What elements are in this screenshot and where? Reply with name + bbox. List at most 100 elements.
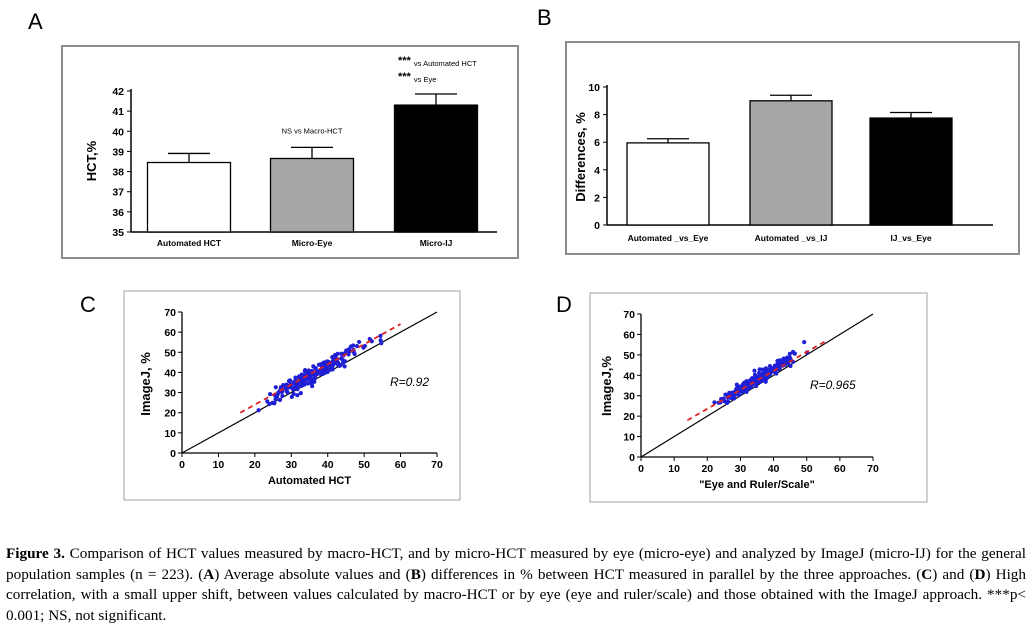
panel-a-chart: 35 36 37 38 39 40 41 42 HCT,% Automated HCT Micro-… <box>84 55 497 248</box>
panel-d-data-point <box>736 393 742 398</box>
panel-c-x-tick-label: 70 <box>431 459 443 471</box>
panel-c-data-point <box>293 375 298 380</box>
caption-text-1: Comparison of HCT values measured by mac… <box>6 545 1026 583</box>
panel-c-data-point <box>300 379 305 385</box>
panel-b-bar <box>869 117 953 226</box>
panel-c-data-point <box>272 401 277 406</box>
panel-a-significance-note: *** vs Eye <box>398 71 436 84</box>
panel-d-data-point <box>763 366 768 372</box>
panel-c-data-point <box>316 362 322 367</box>
panel-a-significance-note: NS vs Macro-HCT <box>282 126 343 135</box>
caption-text-5: ) High correlation, with a small upper s… <box>6 565 1026 624</box>
panel-b-bar <box>626 142 710 226</box>
panel-c-correlation-label: R=0.92 <box>390 375 429 389</box>
panel-a-bar <box>269 157 355 233</box>
panel-c-y-tick-label: 40 <box>164 367 176 379</box>
panel-d-x-tick-label: 60 <box>834 463 846 475</box>
panel-c-y-tick-label: 20 <box>164 408 176 420</box>
panel-d-data-point <box>752 372 758 377</box>
panel-a-bar <box>146 161 232 233</box>
panel-d-data-point <box>787 351 792 356</box>
panel-b-category-label: Automated _vs_IJ <box>755 233 828 243</box>
panel-c-data-point <box>268 392 273 397</box>
panel-d-data-point <box>744 388 749 393</box>
panel-d-data-point <box>802 340 807 345</box>
panel-d-x-tick-label: 30 <box>735 463 747 475</box>
panel-a-y-tick-label: 36 <box>112 207 124 219</box>
panel-d-data-point <box>775 361 780 366</box>
panel-d-x-tick-label: 40 <box>768 463 780 475</box>
panel-d-data-point <box>777 366 782 371</box>
panel-d-data-point <box>754 383 759 389</box>
panel-b-y-tick-label: 8 <box>594 110 600 122</box>
caption-text-2: ) Average absolute values and ( <box>214 565 411 583</box>
panel-d-data-point <box>767 368 772 373</box>
panel-d-y-tick-label: 30 <box>623 391 635 403</box>
panel-d-chart: 0 10 20 30 40 50 60 70 0 10 20 30 40 50 60 70 "Eye and R… <box>599 309 879 491</box>
panel-c-data-point <box>303 368 308 373</box>
panel-c-x-tick-label: 40 <box>322 459 334 471</box>
panel-c-y-axis-title: ImageJ, % <box>138 352 153 416</box>
panel-b-y-tick-label: 6 <box>594 137 600 149</box>
panel-c-data-point <box>354 343 360 349</box>
panel-c-y-tick-label: 60 <box>164 327 176 339</box>
panel-d-frame <box>589 292 928 503</box>
panel-d-y-tick-label: 60 <box>623 329 635 341</box>
panel-c-data-point <box>378 338 383 343</box>
panel-d-data-point <box>712 400 717 405</box>
panel-b-y-tick-label: 0 <box>594 220 600 232</box>
panel-c-data-point <box>357 339 362 345</box>
panel-a-significance-note: *** vs Automated HCT <box>398 55 477 68</box>
panel-c-data-point <box>313 372 318 377</box>
panel-a-category-label: Micro-IJ <box>420 238 453 248</box>
panel-c-x-tick-label: 30 <box>285 459 297 471</box>
panel-c-data-point <box>281 382 286 388</box>
panel-d-x-tick-label: 50 <box>801 463 813 475</box>
panel-a-bar <box>393 104 479 233</box>
panel-d-data-point <box>724 400 730 406</box>
panel-d-y-tick-label: 70 <box>623 309 635 321</box>
panel-c-y-tick-label: 70 <box>164 307 176 319</box>
panel-a-frame <box>61 45 519 259</box>
panel-a-significance-stars: *** <box>398 55 414 67</box>
panel-c-data-point <box>308 378 313 383</box>
panel-d-data-point <box>781 357 786 363</box>
panel-c-data-point <box>378 333 383 338</box>
caption-ref-d: D <box>974 565 986 583</box>
panel-d-y-tick-label: 0 <box>629 452 635 464</box>
panel-c-data-point <box>339 351 344 356</box>
panel-c-data-point <box>291 391 296 397</box>
panel-d-x-tick-label: 20 <box>701 463 713 475</box>
panel-c-data-point <box>340 357 345 363</box>
panel-b-bar <box>749 100 833 226</box>
panel-c-y-tick-label: 10 <box>164 428 176 440</box>
panel-c-data-point <box>310 384 315 389</box>
panel-c-y-tick-label: 0 <box>170 448 176 460</box>
caption-label: Figure 3. <box>6 545 65 562</box>
panel-d-data-point <box>730 390 736 395</box>
panel-c-x-tick-label: 20 <box>249 459 261 471</box>
panel-c-data-point <box>292 386 297 391</box>
panel-a-y-tick-label: 42 <box>112 86 124 98</box>
caption-text-3: ) differences in % between HCT measured … <box>420 565 922 583</box>
panel-c-data-point <box>295 393 300 398</box>
panel-d-data-point <box>757 367 762 372</box>
panel-d-data-point <box>763 379 768 384</box>
panel-b-y-axis-title: Differences, % <box>573 112 588 202</box>
panel-b-y-tick-label: 10 <box>588 82 600 94</box>
panel-c-y-tick-label: 30 <box>164 388 176 400</box>
panel-c-x-tick-label: 50 <box>358 459 370 471</box>
panel-c-data-point <box>299 372 304 377</box>
panel-label-b: B <box>537 5 552 30</box>
panel-a-y-tick-label: 35 <box>112 227 124 239</box>
panel-d-data-point <box>734 382 739 387</box>
panel-d-x-tick-label: 10 <box>668 463 680 475</box>
panel-d-x-tick-label: 0 <box>638 463 644 475</box>
panel-c-x-tick-label: 60 <box>395 459 407 471</box>
panel-b-frame <box>565 41 1020 255</box>
panel-a-significance-stars: *** <box>398 71 414 83</box>
panel-c-data-point <box>297 374 302 380</box>
panel-c-data-point <box>285 390 290 395</box>
panel-d-data-point <box>744 379 749 384</box>
